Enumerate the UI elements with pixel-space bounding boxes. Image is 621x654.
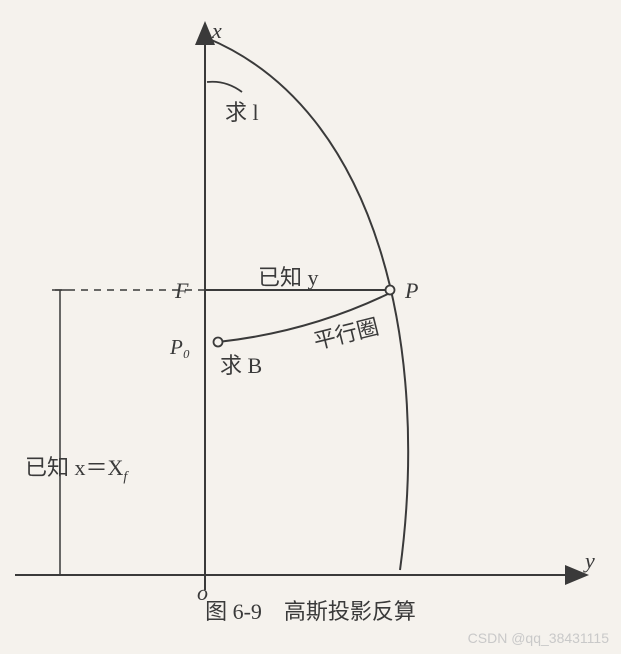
label-known-y: 已知 y [258,260,319,292]
angle-arc [207,82,242,92]
gauss-projection-diagram: x y o 求 l 已知 y F P P₀ 求 B 平行圈 已知 x＝Xf [0,0,621,654]
label-known-x: 已知 x＝Xf [25,450,127,485]
point-p0-marker [214,338,223,347]
label-y-axis: y [585,548,595,574]
label-point-p: P [405,278,418,304]
label-find-b: 求 B [220,348,262,380]
label-point-f: F [175,278,188,304]
label-point-p0: P₀ [170,335,190,360]
label-angle-l: 求 l [225,95,259,127]
label-x-axis: x [212,18,222,44]
watermark-text: CSDN @qq_38431115 [468,630,609,646]
point-p-marker [386,286,395,295]
figure-caption: 图 6-9 高斯投影反算 [0,594,621,626]
